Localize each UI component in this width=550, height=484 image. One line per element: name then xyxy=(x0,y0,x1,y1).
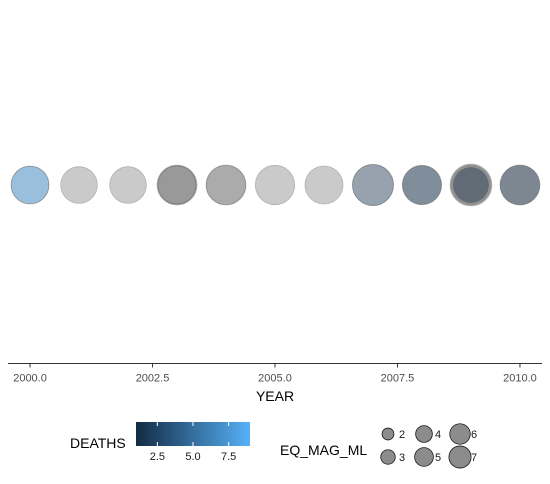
point-circle-2010-0 xyxy=(499,164,541,206)
size-key-circle xyxy=(381,427,395,441)
size-key-label: 3 xyxy=(399,452,405,464)
x-axis-ticks: 2000.0 2002.5 2005.0 2007.5 2010.0 xyxy=(13,363,537,385)
color-legend: DEATHS 2.5 5.0 7.5 xyxy=(70,422,250,463)
size-key-circle xyxy=(415,425,433,443)
size-key-label: 2 xyxy=(399,429,405,441)
point-2000 xyxy=(10,165,50,205)
size-key-circle xyxy=(448,445,472,469)
size-legend-keys: 2 3 4 5 6 7 xyxy=(380,423,477,469)
x-tick-label: 2005.0 xyxy=(258,373,292,385)
point-circle-2008-0 xyxy=(401,164,443,206)
size-legend: EQ_MAG_ML 2 3 4 5 6 7 xyxy=(280,423,477,469)
color-legend-title: DEATHS xyxy=(70,435,126,451)
point-circle-2004-0 xyxy=(205,164,247,206)
point-2003 xyxy=(156,164,198,206)
size-key-circle xyxy=(414,447,434,467)
points-layer xyxy=(10,163,541,207)
point-2002 xyxy=(109,166,147,204)
size-key-circle xyxy=(449,423,471,445)
point-circle-2009-1 xyxy=(450,164,492,206)
point-circle-2000-1 xyxy=(10,165,50,205)
point-circle-2001-0 xyxy=(60,166,98,204)
color-tick-label: 5.0 xyxy=(185,451,200,463)
point-2001 xyxy=(60,166,98,204)
point-circle-2009-2 xyxy=(451,165,491,205)
point-2005 xyxy=(254,164,296,206)
x-tick-label: 2010.0 xyxy=(503,373,537,385)
point-2004 xyxy=(205,164,247,206)
x-tick-label: 2007.5 xyxy=(381,373,415,385)
point-circle-2003-0 xyxy=(156,164,198,206)
point-circle-2004-1 xyxy=(206,165,246,205)
point-circle-2010-1 xyxy=(499,164,541,206)
point-circle-2007-1 xyxy=(352,164,394,206)
point-2008 xyxy=(401,164,443,206)
point-2010 xyxy=(499,164,541,206)
color-tick-label: 7.5 xyxy=(221,451,236,463)
size-key-label: 5 xyxy=(435,452,441,464)
size-key-label: 7 xyxy=(471,452,477,464)
x-tick-label: 2002.5 xyxy=(136,373,170,385)
point-circle-2005-0 xyxy=(254,164,296,206)
point-2007 xyxy=(351,163,395,207)
point-circle-2003-2 xyxy=(157,165,197,205)
point-circle-2002-0 xyxy=(109,166,147,204)
color-legend-ticks: 2.5 5.0 7.5 xyxy=(150,422,236,463)
size-key-circle xyxy=(380,449,396,465)
point-circle-2009-3 xyxy=(452,167,489,203)
point-circle-2008-1 xyxy=(402,165,442,205)
size-key-label: 4 xyxy=(435,429,441,441)
x-axis-title: YEAR xyxy=(256,388,294,404)
color-tick-label: 2.5 xyxy=(150,451,165,463)
x-tick-label: 2000.0 xyxy=(13,373,47,385)
point-circle-2007-0 xyxy=(351,163,395,207)
point-2009 xyxy=(449,163,493,207)
size-key-label: 6 xyxy=(471,429,477,441)
point-circle-2009-0 xyxy=(449,163,493,207)
point-2006 xyxy=(304,165,344,205)
point-circle-2006-0 xyxy=(304,165,344,205)
point-circle-2003-1 xyxy=(157,165,197,205)
size-legend-title: EQ_MAG_ML xyxy=(280,442,367,458)
point-circle-2000-0 xyxy=(10,165,50,205)
